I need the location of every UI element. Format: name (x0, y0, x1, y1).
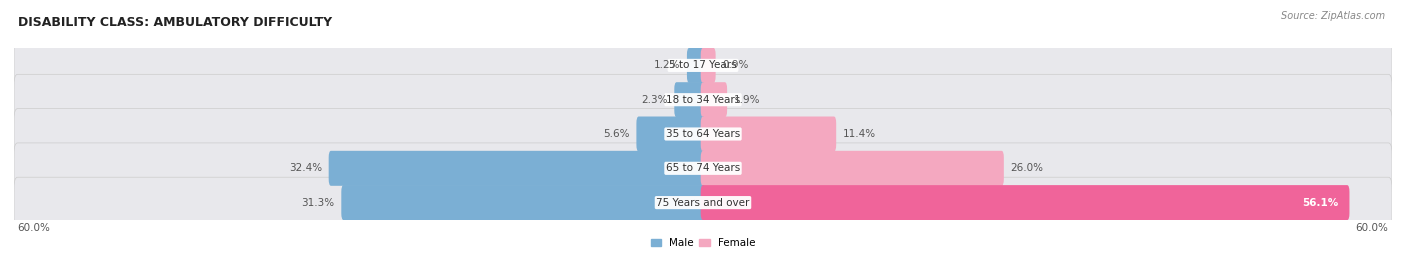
Text: 75 Years and over: 75 Years and over (657, 198, 749, 208)
Text: DISABILITY CLASS: AMBULATORY DIFFICULTY: DISABILITY CLASS: AMBULATORY DIFFICULTY (17, 16, 332, 29)
FancyBboxPatch shape (700, 151, 1004, 186)
Text: 26.0%: 26.0% (1011, 163, 1043, 173)
FancyBboxPatch shape (700, 48, 716, 83)
Text: 11.4%: 11.4% (844, 129, 876, 139)
FancyBboxPatch shape (700, 82, 727, 117)
Text: 35 to 64 Years: 35 to 64 Years (666, 129, 740, 139)
FancyBboxPatch shape (14, 109, 1392, 159)
Text: 1.9%: 1.9% (734, 95, 761, 105)
FancyBboxPatch shape (14, 40, 1392, 91)
FancyBboxPatch shape (688, 48, 706, 83)
Text: 0.9%: 0.9% (723, 60, 749, 70)
Text: 31.3%: 31.3% (301, 198, 335, 208)
FancyBboxPatch shape (342, 185, 706, 220)
Text: 18 to 34 Years: 18 to 34 Years (666, 95, 740, 105)
Text: 5 to 17 Years: 5 to 17 Years (669, 60, 737, 70)
Text: 60.0%: 60.0% (17, 222, 51, 233)
FancyBboxPatch shape (675, 82, 706, 117)
FancyBboxPatch shape (637, 117, 706, 151)
Text: 56.1%: 56.1% (1302, 198, 1339, 208)
Text: 32.4%: 32.4% (288, 163, 322, 173)
Text: 65 to 74 Years: 65 to 74 Years (666, 163, 740, 173)
Text: 5.6%: 5.6% (603, 129, 630, 139)
Legend: Male, Female: Male, Female (647, 234, 759, 252)
FancyBboxPatch shape (14, 74, 1392, 125)
FancyBboxPatch shape (329, 151, 706, 186)
FancyBboxPatch shape (700, 117, 837, 151)
FancyBboxPatch shape (700, 185, 1350, 220)
Text: 60.0%: 60.0% (1355, 222, 1389, 233)
Text: Source: ZipAtlas.com: Source: ZipAtlas.com (1281, 11, 1385, 21)
FancyBboxPatch shape (14, 143, 1392, 194)
Text: 2.3%: 2.3% (641, 95, 668, 105)
FancyBboxPatch shape (14, 177, 1392, 228)
Text: 1.2%: 1.2% (654, 60, 681, 70)
